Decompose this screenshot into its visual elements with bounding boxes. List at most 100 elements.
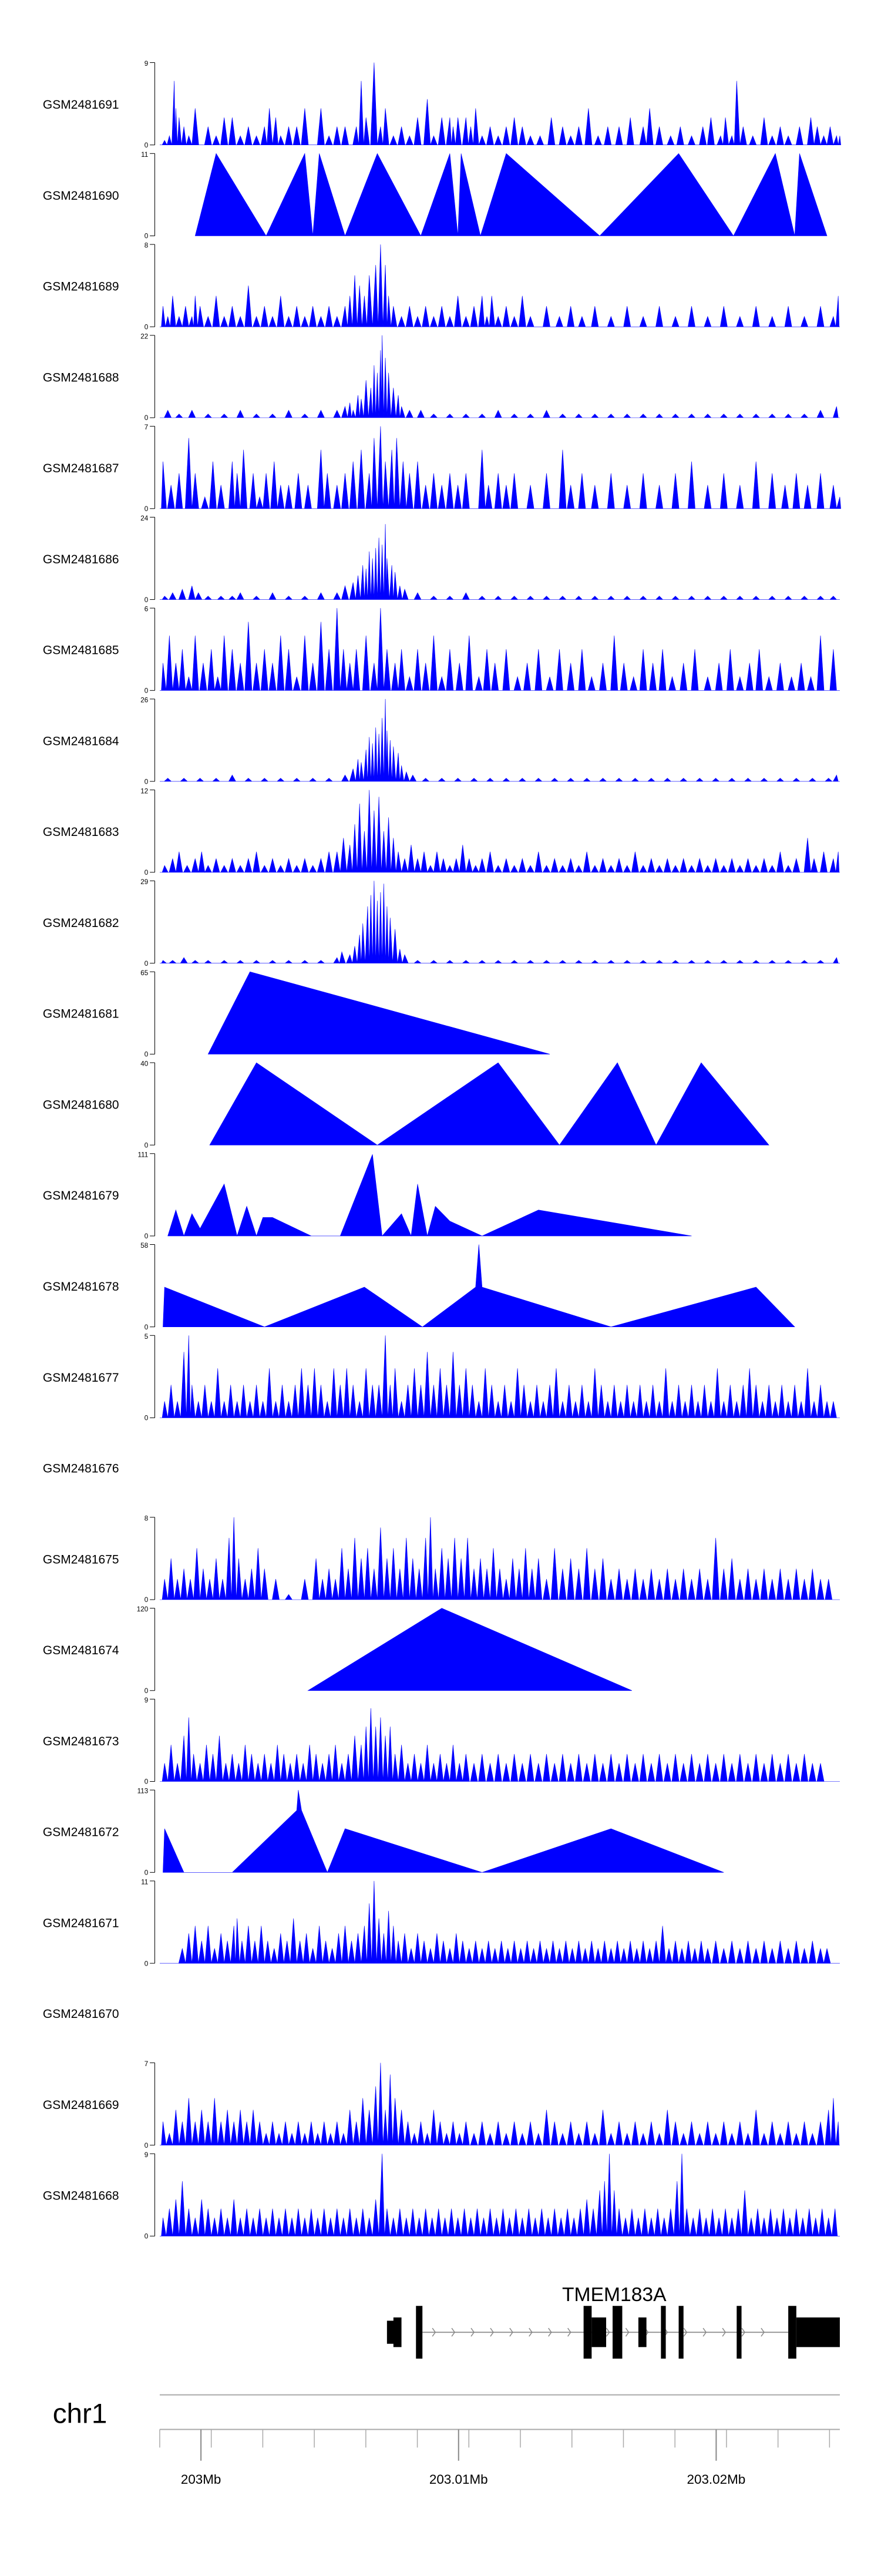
coverage-area-gsm2481682 — [160, 881, 840, 964]
strand-arrow-icon — [702, 2328, 707, 2337]
track-label-gsm2481691: GSM2481691 — [43, 98, 119, 112]
y-tick-label-max: 29 — [140, 878, 148, 886]
track-label-gsm2481686: GSM2481686 — [43, 553, 119, 566]
gene-exon — [737, 2306, 742, 2359]
coverage-area-gsm2481683 — [160, 790, 840, 873]
gene-exon — [788, 2306, 796, 2359]
track-label-gsm2481672: GSM2481672 — [43, 1826, 119, 1839]
track-label-gsm2481687: GSM2481687 — [43, 462, 119, 475]
coverage-area-gsm2481688 — [160, 335, 840, 418]
y-tick-label-min: 0 — [144, 1324, 149, 1331]
y-tick-label-max: 7 — [144, 424, 149, 431]
track-label-gsm2481670: GSM2481670 — [43, 2007, 119, 2021]
coverage-area-gsm2481686 — [160, 524, 840, 600]
y-tick-label-max: 9 — [144, 60, 149, 68]
y-tick-label-min: 0 — [144, 1960, 149, 1967]
y-tick-label-min: 0 — [144, 1415, 149, 1422]
track-label-gsm2481683: GSM2481683 — [43, 825, 119, 839]
gene-exon — [583, 2306, 592, 2359]
coverage-area-gsm2481690 — [194, 153, 828, 237]
strand-arrow-icon — [529, 2328, 533, 2337]
y-tick-label-max: 120 — [137, 1606, 149, 1613]
y-tick-label-max: 12 — [140, 787, 148, 795]
y-tick-label-min: 0 — [144, 1778, 149, 1786]
track-label-gsm2481682: GSM2481682 — [43, 916, 119, 930]
y-tick-label-min: 0 — [144, 1869, 149, 1876]
strand-arrow-icon — [683, 2328, 688, 2337]
y-tick-label-min: 0 — [144, 2142, 149, 2150]
track-label-gsm2481671: GSM2481671 — [43, 1916, 119, 1930]
coverage-area-gsm2481674 — [307, 1608, 633, 1691]
coverage-area-gsm2481673 — [160, 1708, 840, 1782]
strand-arrow-icon — [490, 2328, 494, 2337]
strand-arrow-icon — [470, 2328, 475, 2337]
strand-arrow-icon — [722, 2328, 727, 2337]
y-tick-label-max: 9 — [144, 1697, 149, 1704]
y-tick-label-max: 113 — [137, 1788, 149, 1795]
gene-exon — [613, 2306, 623, 2359]
gene-exon — [678, 2306, 684, 2359]
gene-exon — [796, 2317, 840, 2347]
y-tick-label-min: 0 — [144, 142, 149, 149]
y-tick-label-min: 0 — [144, 687, 149, 695]
strand-arrow-icon — [451, 2328, 456, 2337]
track-label-gsm2481676: GSM2481676 — [43, 1462, 119, 1476]
y-tick-label-max: 9 — [144, 2151, 149, 2159]
gene-exon — [393, 2317, 402, 2347]
y-tick-label-max: 58 — [140, 1242, 149, 1250]
y-tick-label-min: 0 — [144, 414, 149, 422]
track-label-gsm2481689: GSM2481689 — [43, 280, 119, 294]
y-tick-label-max: 22 — [140, 333, 148, 340]
track-label-gsm2481685: GSM2481685 — [43, 644, 119, 657]
y-tick-label-max: 5 — [144, 1333, 149, 1341]
track-label-gsm2481678: GSM2481678 — [43, 1280, 119, 1294]
y-tick-label-max: 11 — [141, 1878, 148, 1886]
y-tick-label-min: 0 — [144, 1596, 149, 1604]
axis-tick-label: 203.02Mb — [687, 2472, 746, 2487]
axis-tick-label: 203.01Mb — [429, 2472, 488, 2487]
track-label-gsm2481669: GSM2481669 — [43, 2098, 119, 2112]
y-tick-label-min: 0 — [144, 960, 149, 968]
track-label-gsm2481679: GSM2481679 — [43, 1189, 119, 1203]
coverage-area-gsm2481687 — [160, 426, 841, 509]
y-tick-label-max: 65 — [140, 969, 149, 977]
track-label-gsm2481690: GSM2481690 — [43, 189, 119, 203]
y-tick-label-min: 0 — [144, 2233, 149, 2241]
y-tick-label-min: 0 — [144, 323, 149, 331]
strand-arrow-icon — [567, 2328, 571, 2337]
gene-exon — [661, 2306, 666, 2359]
coverage-area-gsm2481671 — [160, 1880, 840, 1964]
strand-arrow-icon — [432, 2328, 436, 2337]
coverage-area-gsm2481679 — [167, 1154, 692, 1237]
y-tick-label-max: 26 — [140, 697, 149, 704]
strand-arrow-icon — [761, 2328, 765, 2337]
y-tick-label-max: 24 — [140, 515, 149, 522]
y-tick-label-min: 0 — [144, 233, 149, 240]
track-label-gsm2481668: GSM2481668 — [43, 2189, 119, 2203]
coverage-area-gsm2481680 — [209, 1062, 769, 1146]
y-tick-label-max: 7 — [144, 2060, 149, 2068]
track-label-gsm2481675: GSM2481675 — [43, 1553, 119, 1566]
strand-arrow-icon — [606, 2328, 610, 2337]
coverage-area-gsm2481672 — [163, 1790, 724, 1873]
coverage-area-gsm2481689 — [160, 244, 840, 327]
y-tick-label-min: 0 — [144, 1051, 149, 1059]
track-label-gsm2481677: GSM2481677 — [43, 1371, 119, 1385]
y-tick-label-max: 8 — [144, 242, 149, 250]
coverage-area-gsm2481691 — [160, 62, 841, 146]
axis-tick-label: 203Mb — [181, 2472, 221, 2487]
y-tick-label-min: 0 — [144, 1687, 149, 1695]
coverage-area-gsm2481668 — [160, 2154, 840, 2236]
track-label-gsm2481688: GSM2481688 — [43, 371, 119, 384]
coverage-area-gsm2481684 — [160, 698, 840, 782]
gene-label: TMEM183A — [562, 2284, 667, 2306]
coverage-area-gsm2481681 — [207, 971, 550, 1054]
y-tick-label-min: 0 — [144, 1232, 149, 1240]
y-tick-label-max: 111 — [137, 1151, 148, 1158]
y-tick-label-min: 0 — [144, 869, 149, 876]
track-label-gsm2481684: GSM2481684 — [43, 734, 119, 748]
strand-arrow-icon — [509, 2328, 513, 2337]
y-tick-label-max: 11 — [141, 151, 148, 159]
coverage-area-gsm2481678 — [163, 1244, 795, 1328]
